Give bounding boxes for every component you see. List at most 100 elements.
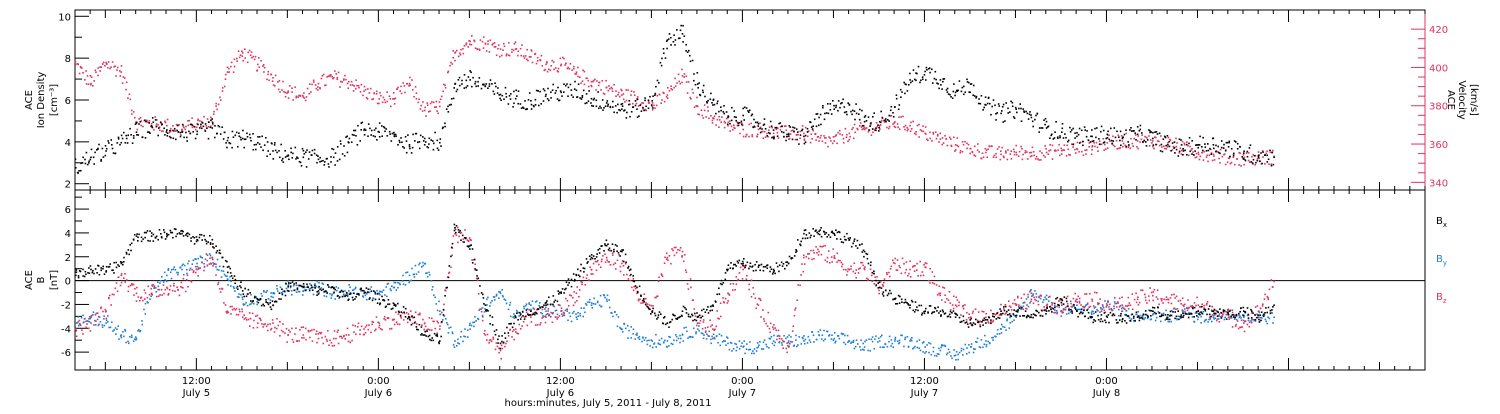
bz-point bbox=[370, 332, 372, 334]
by-point bbox=[122, 331, 124, 333]
by-point bbox=[171, 278, 173, 280]
velocity-point bbox=[169, 132, 171, 134]
velocity-point bbox=[1060, 148, 1062, 150]
bz-point bbox=[1136, 302, 1138, 304]
bz-point bbox=[1225, 311, 1227, 313]
velocity-point bbox=[986, 157, 988, 159]
by-point bbox=[233, 288, 235, 290]
by-point bbox=[121, 337, 123, 339]
bz-point bbox=[765, 323, 767, 325]
bx-point bbox=[163, 229, 165, 231]
velocity-point bbox=[710, 115, 712, 117]
density-point bbox=[425, 141, 427, 143]
by-point bbox=[121, 334, 123, 336]
bx-point bbox=[248, 289, 250, 291]
bz-point bbox=[1195, 305, 1197, 307]
bx-point bbox=[131, 243, 133, 245]
by-point bbox=[397, 282, 399, 284]
by-point bbox=[731, 342, 733, 344]
velocity-point bbox=[206, 125, 208, 127]
bz-point bbox=[913, 265, 915, 267]
density-point bbox=[1107, 131, 1109, 133]
bz-point bbox=[1194, 302, 1196, 304]
bz-point bbox=[1264, 298, 1266, 300]
velocity-point bbox=[715, 124, 717, 126]
density-point bbox=[1051, 134, 1053, 136]
density-point bbox=[240, 139, 242, 141]
density-point bbox=[631, 111, 633, 113]
velocity-point bbox=[537, 60, 539, 62]
bz-point bbox=[733, 283, 735, 285]
velocity-point bbox=[617, 94, 619, 96]
velocity-point bbox=[541, 55, 543, 57]
bx-point bbox=[88, 267, 90, 269]
by-point bbox=[1054, 309, 1056, 311]
density-point bbox=[457, 89, 459, 91]
by-point bbox=[860, 349, 862, 351]
by-point bbox=[1056, 310, 1058, 312]
density-point bbox=[346, 136, 348, 138]
bz-point bbox=[1238, 328, 1240, 330]
velocity-point bbox=[641, 102, 643, 104]
bx-point bbox=[270, 306, 272, 308]
by-point bbox=[685, 327, 687, 329]
bz-point bbox=[1052, 302, 1054, 304]
density-point bbox=[1055, 121, 1057, 123]
velocity-point bbox=[1005, 152, 1007, 154]
bz-point bbox=[651, 305, 653, 307]
velocity-point bbox=[363, 90, 365, 92]
bx-point bbox=[243, 293, 245, 295]
bx-point bbox=[112, 269, 114, 271]
by-point bbox=[746, 343, 748, 345]
velocity-point bbox=[450, 62, 452, 64]
by-point bbox=[388, 283, 390, 285]
bz-point bbox=[815, 246, 817, 248]
density-point bbox=[712, 104, 714, 106]
velocity-point bbox=[555, 67, 557, 69]
density-point bbox=[1071, 129, 1073, 131]
velocity-point bbox=[1233, 156, 1235, 158]
bz-point bbox=[333, 338, 335, 340]
density-point bbox=[106, 148, 108, 150]
bz-point bbox=[150, 288, 152, 290]
velocity-point bbox=[474, 41, 476, 43]
bz-point bbox=[257, 322, 259, 324]
bz-point bbox=[92, 314, 94, 316]
bz-point bbox=[990, 310, 992, 312]
bz-point bbox=[903, 263, 905, 265]
velocity-point bbox=[584, 71, 586, 73]
bx-point bbox=[216, 252, 218, 254]
bz-point bbox=[598, 264, 600, 266]
density-point bbox=[670, 37, 672, 39]
bz-point bbox=[975, 308, 977, 310]
density-point bbox=[888, 120, 890, 122]
bz-point bbox=[1040, 295, 1042, 297]
bx-point bbox=[194, 237, 196, 239]
bz-point bbox=[876, 276, 878, 278]
density-point bbox=[893, 116, 895, 118]
by-point bbox=[655, 346, 657, 348]
density-point bbox=[606, 102, 608, 104]
by-point bbox=[385, 286, 387, 288]
by-point bbox=[542, 313, 544, 315]
density-point bbox=[731, 107, 733, 109]
density-point bbox=[929, 67, 931, 69]
by-point bbox=[432, 286, 434, 288]
by-point bbox=[1156, 317, 1158, 319]
bx-point bbox=[92, 272, 94, 274]
velocity-point bbox=[266, 79, 268, 81]
bz-point bbox=[458, 236, 460, 238]
bz-point bbox=[555, 316, 557, 318]
by-point bbox=[414, 276, 416, 278]
bz-point bbox=[739, 272, 741, 274]
velocity-point bbox=[1099, 140, 1101, 142]
density-point bbox=[371, 130, 373, 132]
by-point bbox=[985, 340, 987, 342]
bz-point bbox=[882, 285, 884, 287]
by-point bbox=[140, 330, 142, 332]
density-point bbox=[919, 82, 921, 84]
by-point bbox=[565, 310, 567, 312]
velocity-point bbox=[279, 80, 281, 82]
bz-point bbox=[850, 268, 852, 270]
by-point bbox=[584, 312, 586, 314]
